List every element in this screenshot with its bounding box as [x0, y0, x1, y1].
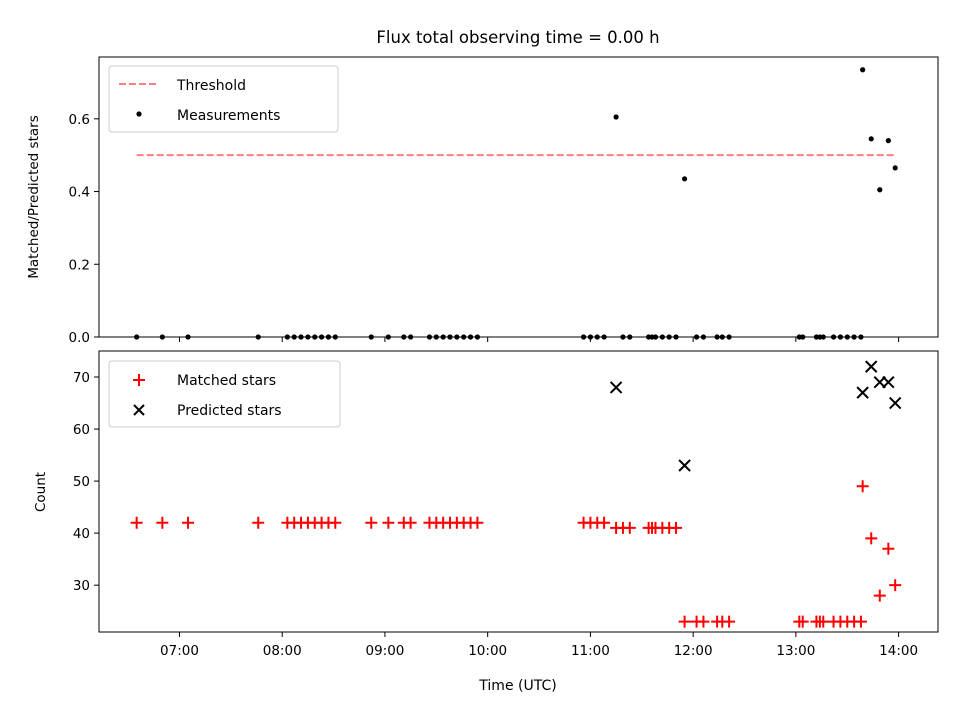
matched-stars-point	[856, 480, 869, 493]
matched-stars-point	[865, 532, 878, 545]
matched-stars-point	[854, 615, 867, 628]
predicted-stars-point	[678, 459, 691, 472]
matched-stars-point	[598, 516, 611, 529]
ratio-y-axis-label: Matched/Predicted stars	[26, 115, 42, 278]
measurements-point	[613, 114, 619, 120]
count-y-tick-label: 60	[73, 422, 90, 438]
ratio-y-tick-label: 0.2	[69, 257, 90, 273]
matched-stars-point	[670, 521, 683, 534]
ratio-legend-box	[108, 65, 339, 133]
measurements-point	[892, 165, 898, 171]
measurements-point	[860, 67, 866, 73]
matched-stars-point	[252, 516, 265, 529]
count-y-tick-label: 40	[73, 526, 90, 542]
matched-stars-point	[130, 516, 143, 529]
predicted-stars-point	[865, 360, 878, 373]
x-axis-label: Time (UTC)	[478, 678, 556, 694]
legend-matched-swatch	[133, 374, 145, 386]
matched-stars-point	[182, 516, 195, 529]
measurements-point	[885, 138, 891, 144]
x-tick-label: 14:00	[879, 643, 918, 659]
x-tick-label: 11:00	[571, 643, 610, 659]
matched-stars-point	[471, 516, 484, 529]
x-tick-label: 12:00	[674, 643, 713, 659]
x-tick-label: 08:00	[263, 643, 302, 659]
predicted-stars-point	[888, 396, 902, 410]
x-tick-label: 09:00	[365, 643, 404, 659]
legend-matched-label: Matched stars	[177, 373, 276, 389]
x-tick-label: 07:00	[160, 643, 199, 659]
matched-stars-point	[817, 615, 830, 628]
ratio-y-tick-label: 0.0	[69, 330, 90, 346]
legend-threshold-label: Threshold	[176, 78, 246, 94]
measurements-point	[681, 176, 688, 182]
matched-stars-point	[156, 516, 169, 529]
predicted-stars-point	[882, 376, 895, 389]
matched-stars-point	[882, 542, 895, 555]
matched-stars-point	[796, 615, 809, 628]
matched-stars-point	[873, 589, 886, 602]
ratio-plot-frame	[98, 56, 939, 338]
predicted-stars-point	[609, 381, 623, 394]
ratio-legend: Threshold Measurements	[108, 65, 339, 133]
matched-stars-point	[889, 579, 902, 592]
ratio-y-tick-label: 0.4	[69, 185, 90, 201]
count-y-tick-label: 30	[73, 578, 90, 594]
count-y-axis-label: Count	[33, 472, 49, 512]
matched-stars-point	[697, 615, 710, 628]
measurements-point	[868, 136, 874, 142]
matched-stars-point	[365, 516, 378, 529]
matched-stars-point	[382, 516, 395, 529]
count-panel: 07:00 08:00 09:00 10:00 11:00 12:00 13:00 14:00…	[33, 350, 939, 694]
legend-measurements-swatch	[136, 111, 142, 117]
count-y-tick-label: 50	[73, 474, 90, 490]
legend-predicted-label: Predicted stars	[177, 403, 282, 419]
count-legend: Matched stars Predicted stars	[108, 360, 341, 428]
legend-predicted-swatch	[133, 404, 145, 416]
matched-stars-point	[623, 521, 636, 534]
x-tick-label: 10:00	[468, 643, 507, 659]
matched-stars-point	[404, 516, 417, 529]
chart-title: Flux total observing time = 0.00 h	[376, 28, 659, 47]
matched-stars-point	[329, 516, 342, 529]
matched-stars-point	[678, 615, 691, 628]
ratio-panel: 0.0 0.2 0.4 0.6 Matched/Predicted stars Thr…	[26, 56, 939, 346]
measurements-point	[877, 187, 883, 193]
matched-stars-point	[723, 615, 736, 628]
count-legend-box	[108, 360, 341, 428]
count-plot-frame	[98, 350, 939, 633]
x-tick-label: 13:00	[776, 643, 815, 659]
ratio-y-tick-label: 0.6	[69, 112, 90, 128]
predicted-stars-point	[856, 386, 869, 399]
legend-measurements-label: Measurements	[177, 108, 280, 124]
count-y-tick-label: 70	[73, 370, 90, 386]
